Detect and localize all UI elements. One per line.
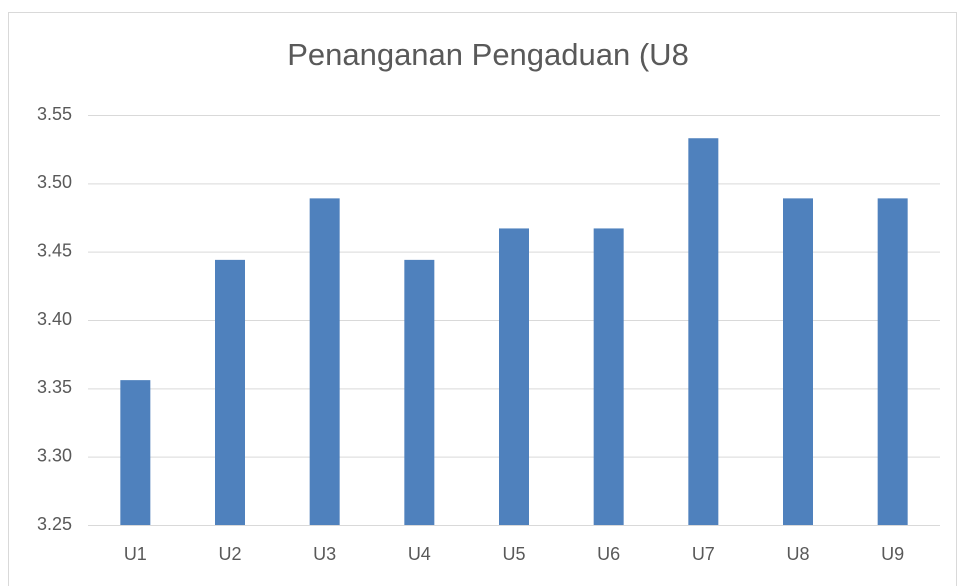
bar <box>215 259 245 525</box>
y-tick-label: 3.55 <box>37 104 72 124</box>
y-tick-label: 3.35 <box>37 377 72 397</box>
bar <box>499 228 529 525</box>
x-tick-label: U2 <box>218 544 241 564</box>
chart-frame <box>8 12 957 586</box>
y-tick-label: 3.25 <box>37 514 72 534</box>
x-tick-label: U9 <box>881 544 904 564</box>
y-tick-label: 3.50 <box>37 172 72 192</box>
chart-title: Penanganan Pengaduan (U8 <box>287 37 689 72</box>
x-tick-label: U8 <box>786 544 809 564</box>
x-tick-label: U1 <box>124 544 147 564</box>
y-tick-label: 3.45 <box>37 240 72 260</box>
y-tick-label: 3.30 <box>37 445 72 465</box>
bar <box>783 198 813 525</box>
bar <box>688 138 719 525</box>
bar <box>404 259 435 525</box>
y-tick-label: 3.40 <box>37 309 72 329</box>
bar <box>309 198 340 525</box>
bar <box>877 198 908 525</box>
x-tick-label: U7 <box>692 544 715 564</box>
x-tick-label: U4 <box>408 544 431 564</box>
bar <box>593 228 624 525</box>
x-tick-label: U3 <box>313 544 336 564</box>
x-tick-label: U5 <box>502 544 525 564</box>
x-tick-label: U6 <box>597 544 620 564</box>
bar <box>120 380 151 525</box>
